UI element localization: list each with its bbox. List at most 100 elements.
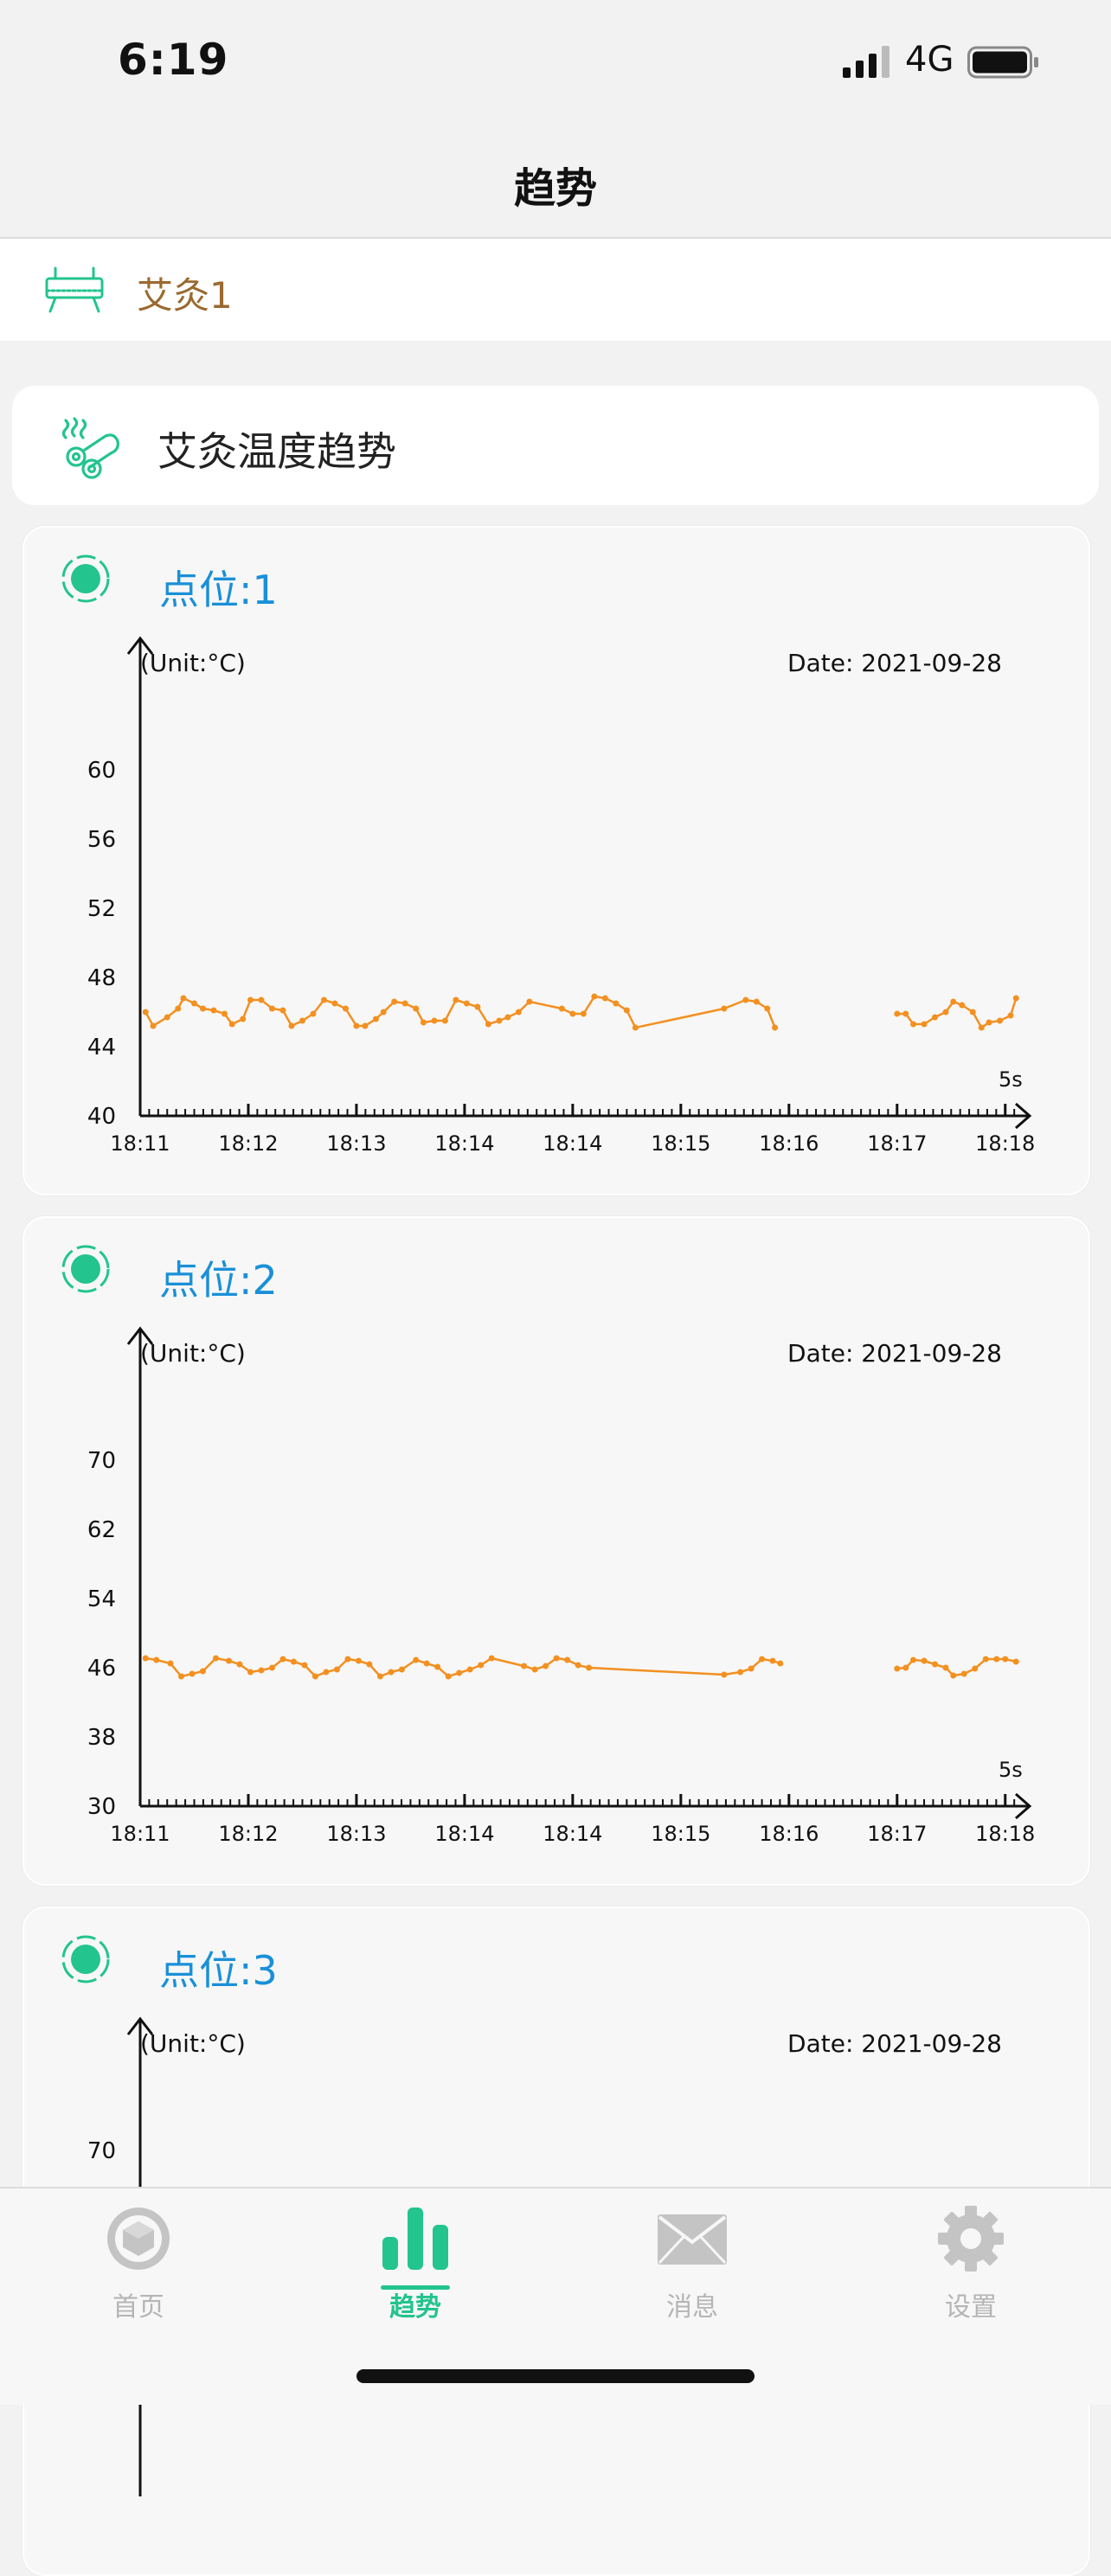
x-tick-label: 18:14 bbox=[434, 1822, 494, 1846]
tab-trend[interactable]: 趋势 bbox=[329, 2204, 502, 2342]
data-point bbox=[372, 1016, 379, 1022]
data-point bbox=[466, 1666, 473, 1673]
x-tick-label: 18:11 bbox=[110, 1131, 170, 1156]
data-point bbox=[199, 1005, 206, 1012]
data-point bbox=[564, 1656, 571, 1663]
data-point bbox=[380, 1009, 387, 1016]
data-point bbox=[398, 1666, 405, 1673]
data-point bbox=[960, 1670, 967, 1677]
data-point bbox=[632, 1024, 639, 1031]
point-label: 点位:3 bbox=[159, 1947, 278, 1994]
y-axis-arrow bbox=[126, 636, 154, 655]
data-point bbox=[189, 1670, 196, 1677]
data-point bbox=[932, 1661, 939, 1668]
x-tick-label: 18:13 bbox=[326, 1822, 386, 1846]
data-point bbox=[456, 1669, 463, 1676]
y-tick-label: 48 bbox=[87, 965, 116, 991]
data-point bbox=[431, 1017, 438, 1024]
data-point bbox=[199, 1668, 206, 1675]
data-point bbox=[515, 1009, 522, 1016]
point-status-icon bbox=[61, 554, 110, 603]
data-point bbox=[902, 1010, 909, 1017]
data-point bbox=[1012, 1658, 1019, 1665]
point-status-icon bbox=[61, 1245, 110, 1293]
tab-label: 趋势 bbox=[389, 2292, 441, 2323]
tab-label: 首页 bbox=[112, 2292, 164, 2323]
data-point bbox=[376, 1673, 383, 1680]
data-point bbox=[331, 1000, 338, 1007]
nav-bar: 趋势 bbox=[0, 121, 1111, 239]
x-axis-arrow bbox=[1015, 1792, 1032, 1820]
data-point bbox=[177, 1673, 184, 1680]
data-point bbox=[279, 1007, 286, 1014]
tab-messages[interactable]: 消息 bbox=[606, 2204, 779, 2342]
unit-label: (Unit:°C) bbox=[140, 1339, 246, 1368]
data-point bbox=[982, 1656, 989, 1663]
status-bar: 6:19 4G bbox=[0, 0, 1111, 121]
data-point bbox=[777, 1660, 784, 1667]
tab-home[interactable]: 首页 bbox=[52, 2204, 225, 2342]
data-point bbox=[932, 1014, 939, 1021]
data-point bbox=[526, 998, 533, 1005]
data-point bbox=[142, 1655, 149, 1662]
x-tick-label: 18:16 bbox=[759, 1822, 819, 1846]
unit-label: (Unit:°C) bbox=[140, 2029, 246, 2058]
signal-icon bbox=[843, 46, 889, 78]
interval-label: 5s bbox=[999, 1758, 1023, 1782]
y-axis-arrow bbox=[126, 1326, 154, 1345]
data-point bbox=[299, 1017, 305, 1024]
trend-icon bbox=[382, 2208, 448, 2270]
data-point bbox=[310, 1010, 317, 1017]
x-tick-label: 18:14 bbox=[543, 1131, 602, 1156]
data-point bbox=[950, 998, 957, 1005]
data-point bbox=[772, 1024, 779, 1031]
data-point bbox=[558, 1005, 565, 1012]
data-point bbox=[474, 1003, 481, 1010]
date-label: Date: 2021-09-28 bbox=[787, 1339, 1002, 1368]
data-point bbox=[553, 1655, 560, 1662]
data-point bbox=[391, 998, 398, 1005]
data-point bbox=[225, 1657, 232, 1664]
device-selector[interactable]: 艾灸1 bbox=[0, 239, 1111, 341]
data-point bbox=[764, 1005, 771, 1012]
data-point bbox=[180, 995, 187, 1002]
y-tick-label: 52 bbox=[87, 896, 116, 922]
x-tick-label: 18:11 bbox=[110, 1822, 170, 1846]
y-tick-label: 62 bbox=[87, 1517, 116, 1543]
data-point bbox=[613, 1000, 620, 1007]
x-tick-label: 18:17 bbox=[867, 1822, 927, 1846]
temperature-chart-1: (Unit:°C) Date: 2021-09-28 5s 18:11 18:12 18:… bbox=[87, 636, 1035, 1156]
data-point bbox=[921, 1657, 928, 1664]
data-point bbox=[210, 1007, 217, 1014]
data-point bbox=[986, 1019, 992, 1026]
tab-label: 设置 bbox=[945, 2292, 997, 2323]
data-point bbox=[601, 995, 608, 1002]
gear-icon bbox=[938, 2206, 1004, 2272]
series-line bbox=[144, 995, 776, 1029]
data-point bbox=[580, 1010, 587, 1017]
data-point bbox=[1012, 995, 1019, 1002]
data-point bbox=[153, 1656, 160, 1663]
data-point bbox=[902, 1664, 909, 1671]
tab-settings[interactable]: 设置 bbox=[884, 2204, 1057, 2342]
data-point bbox=[978, 1024, 985, 1031]
point-card-2: 点位:2 (Unit:°C) Date: 2021-09-28 5s 18:11 18:… bbox=[22, 1216, 1090, 1886]
x-tick-label: 18:15 bbox=[651, 1822, 710, 1846]
data-point bbox=[543, 1663, 549, 1669]
data-point bbox=[531, 1666, 538, 1673]
section-header: 艾灸温度趋势 bbox=[12, 386, 1099, 505]
x-tick-label: 18:14 bbox=[543, 1822, 602, 1846]
y-tick-label: 44 bbox=[87, 1035, 116, 1061]
data-point bbox=[445, 1673, 452, 1680]
x-tick-label: 18:15 bbox=[651, 1131, 710, 1156]
data-point bbox=[993, 1656, 1000, 1663]
data-point bbox=[942, 1009, 949, 1016]
data-point bbox=[894, 1665, 901, 1672]
data-point bbox=[586, 1664, 593, 1671]
date-label: Date: 2021-09-28 bbox=[787, 649, 1002, 677]
device-name: 艾灸1 bbox=[137, 274, 233, 317]
moxa-icon bbox=[61, 417, 119, 479]
battery-icon bbox=[967, 46, 1038, 79]
temperature-chart-2: (Unit:°C) Date: 2021-09-28 5s 18:11 18:12 18:… bbox=[87, 1326, 1035, 1846]
data-point bbox=[1007, 1012, 1014, 1019]
